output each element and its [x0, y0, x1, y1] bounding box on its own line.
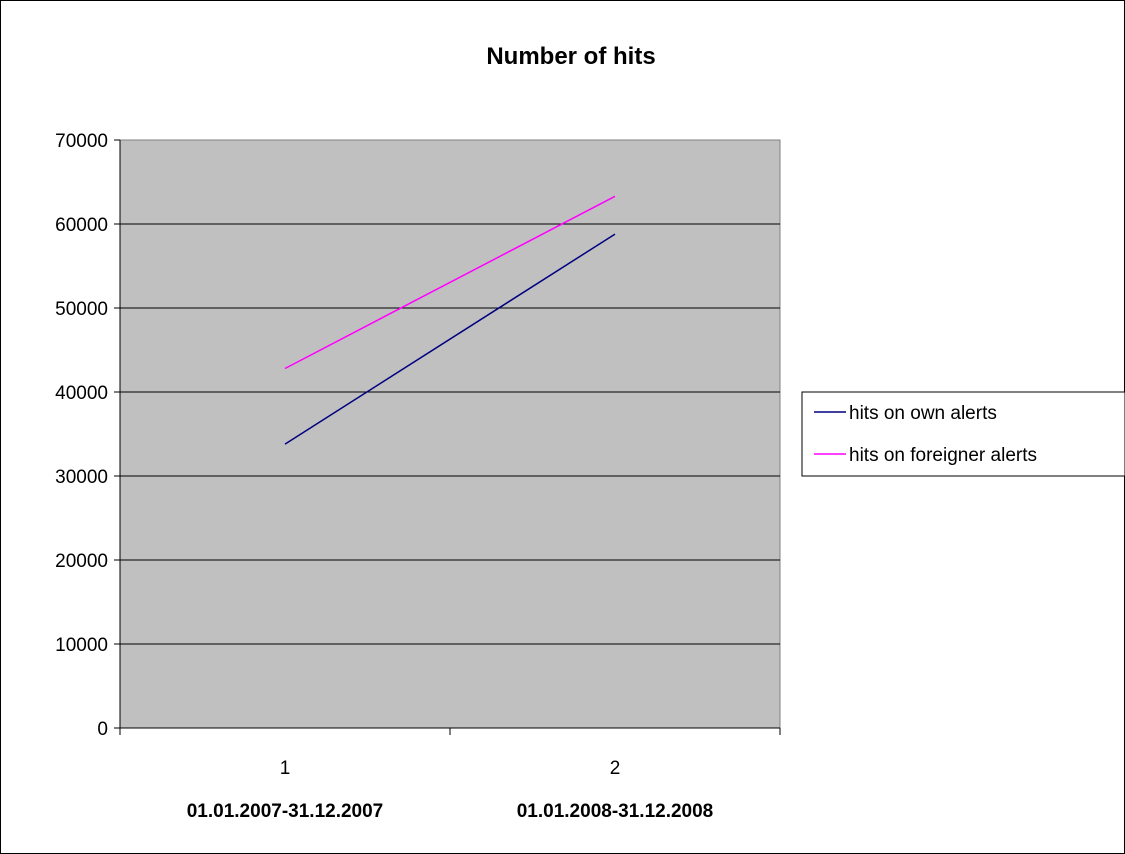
legend-box — [801, 391, 1125, 477]
legend-label: hits on foreigner alerts — [849, 445, 1037, 466]
legend-label: hits on own alerts — [849, 403, 997, 424]
y-tick-label: 70000 — [55, 131, 108, 152]
gridlines — [120, 223, 780, 645]
x-tick-label: 2 — [610, 758, 621, 779]
x-axis: 1 01.01.2007-31.12.2007 2 01.01.2008-31.12.… — [119, 727, 781, 822]
y-tick-label: 30000 — [55, 467, 108, 488]
y-tick-label: 10000 — [55, 635, 108, 656]
series-lines — [284, 195, 616, 445]
chart-title: Number of hits — [486, 43, 655, 70]
y-tick-label: 20000 — [55, 551, 108, 572]
y-tick-label: 60000 — [55, 215, 108, 236]
y-tick-label: 40000 — [55, 383, 108, 404]
y-tick-label: 0 — [97, 719, 108, 740]
x-category-sublabel: 01.01.2007-31.12.2007 — [187, 801, 384, 822]
series-line-2 — [284, 195, 616, 370]
x-tick-label: 1 — [280, 758, 291, 779]
x-category-sublabel: 01.01.2008-31.12.2008 — [517, 801, 714, 822]
series-line-1 — [284, 233, 616, 445]
legend: hits on own alerts hits on foreigner aler… — [801, 391, 1125, 477]
y-axis: 0 10000 20000 30000 40000 50000 60000 70000 — [55, 131, 121, 740]
plot-area — [119, 139, 781, 729]
y-tick-label: 50000 — [55, 299, 108, 320]
